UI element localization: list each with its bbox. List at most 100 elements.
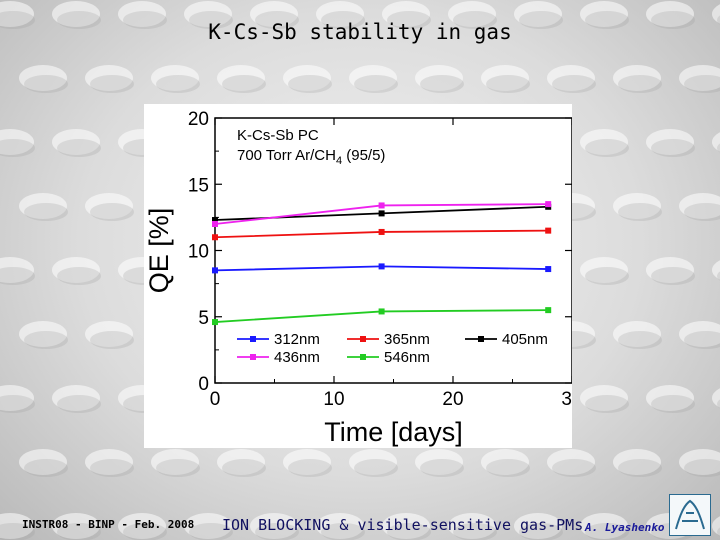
annotation-photocathode: K-Cs-Sb PC: [237, 127, 319, 144]
background-bump: [448, 1, 496, 27]
background-bump-shadow: [684, 331, 720, 349]
background-bump-shadow: [57, 267, 101, 285]
background-bump-shadow: [651, 139, 695, 157]
background-bump: [679, 193, 720, 219]
background-bump-shadow: [387, 11, 431, 29]
background-bump-shadow: [90, 331, 134, 349]
background-bump: [547, 449, 595, 475]
annotation-gas: 700 Torr Ar/CH4 (95/5): [237, 147, 385, 167]
background-bump: [415, 449, 463, 475]
background-bump: [580, 385, 628, 411]
footer-author: A. Lyashenko: [585, 521, 665, 534]
background-bump: [646, 257, 694, 283]
background-bump: [514, 513, 562, 539]
background-bump: [19, 193, 67, 219]
background-bump-shadow: [717, 15, 720, 25]
legend-label-312nm: 312nm: [274, 331, 320, 348]
data-point-436nm: [378, 202, 385, 209]
background-bump-shadow: [0, 395, 35, 413]
data-point-546nm: [545, 307, 552, 314]
background-bump-shadow: [288, 459, 332, 477]
background-bump: [85, 321, 133, 347]
background-bump-shadow: [420, 459, 464, 477]
background-bump-shadow: [189, 11, 233, 29]
background-bump-shadow: [717, 399, 720, 409]
background-bump-shadow: [651, 11, 695, 29]
background-bump-shadow: [222, 75, 266, 93]
background-bump: [316, 513, 364, 539]
background-bump: [184, 1, 232, 27]
background-bump: [118, 1, 166, 27]
legend-marker-365nm: [360, 336, 366, 342]
background-bump: [580, 513, 628, 539]
background-bump: [250, 1, 298, 27]
background-bump: [250, 513, 298, 539]
background-bump-shadow: [585, 267, 629, 285]
data-point-365nm: [378, 228, 385, 235]
background-bump-shadow: [585, 395, 629, 413]
institute-logo: [669, 494, 711, 536]
data-point-405nm: [212, 217, 218, 224]
data-point-312nm: [212, 267, 218, 274]
background-bump: [382, 1, 430, 27]
background-bump-shadow: [24, 331, 68, 349]
x-tick-label: 0: [210, 389, 221, 410]
background-bump-shadow: [651, 395, 695, 413]
data-point-436nm: [545, 201, 552, 208]
background-bump-shadow: [90, 75, 134, 93]
background-bump-shadow: [57, 395, 101, 413]
x-tick-label: 10: [323, 389, 344, 410]
background-bump: [415, 65, 463, 91]
background-bump-shadow: [90, 203, 134, 221]
data-point-312nm: [545, 266, 552, 273]
background-bump: [52, 129, 100, 155]
background-bump-shadow: [90, 459, 134, 477]
background-bump: [613, 193, 661, 219]
background-bump: [85, 193, 133, 219]
x-axis-label: Time [days]: [324, 417, 463, 447]
background-bump: [481, 65, 529, 91]
background-bump: [217, 449, 265, 475]
background-bump: [646, 129, 694, 155]
background-bump: [712, 260, 720, 280]
background-bump-shadow: [222, 459, 266, 477]
background-bump: [118, 513, 166, 539]
background-bump: [712, 388, 720, 408]
legend-marker-546nm: [360, 354, 366, 360]
background-bump: [547, 65, 595, 91]
background-bump-shadow: [585, 11, 629, 29]
background-bump: [85, 449, 133, 475]
footer-conference: INSTR08 - BINP - Feb. 2008: [22, 518, 195, 531]
background-bump-shadow: [519, 11, 563, 29]
y-tick-label: 5: [198, 308, 209, 329]
background-bump-shadow: [24, 75, 68, 93]
background-bump: [646, 1, 694, 27]
background-bump-shadow: [552, 459, 596, 477]
background-bump: [679, 321, 720, 347]
background-bump: [52, 385, 100, 411]
y-tick-label: 15: [188, 175, 209, 196]
background-bump: [679, 65, 720, 91]
background-bump: [151, 449, 199, 475]
background-bump: [283, 65, 331, 91]
y-tick-label: 20: [188, 109, 209, 130]
background-bump: [52, 257, 100, 283]
background-bump-shadow: [519, 523, 563, 540]
data-point-546nm: [212, 319, 218, 326]
background-bump: [52, 1, 100, 27]
background-bump: [316, 1, 364, 27]
background-bump: [712, 516, 720, 536]
background-bump: [19, 321, 67, 347]
data-point-365nm: [212, 234, 218, 241]
background-bump: [19, 65, 67, 91]
background-bump: [151, 65, 199, 91]
background-bump-shadow: [354, 459, 398, 477]
annotation-gas-rest: (95/5): [342, 147, 385, 164]
background-bump: [712, 4, 720, 24]
background-bump-shadow: [585, 523, 629, 540]
legend-marker-405nm: [478, 336, 484, 342]
background-bump-shadow: [618, 75, 662, 93]
background-bump: [0, 257, 34, 283]
background-bump: [382, 513, 430, 539]
legend-marker-312nm: [250, 336, 256, 342]
